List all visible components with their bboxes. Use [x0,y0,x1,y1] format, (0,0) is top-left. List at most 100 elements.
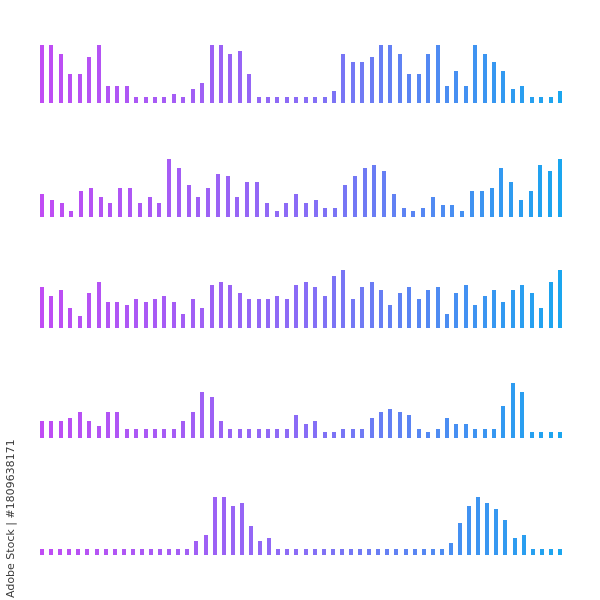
bar [275,296,280,328]
bar [397,53,402,103]
bar [539,432,544,438]
bar [218,420,223,438]
bar [276,549,281,555]
bar [303,281,308,328]
bar [256,429,261,438]
bar [87,293,92,328]
bar [388,304,393,328]
bar [115,85,120,103]
bar [49,45,54,103]
bar [388,45,393,103]
bar [209,397,214,438]
bar [412,549,417,555]
bar [190,88,195,103]
bar [40,420,44,438]
bar [463,85,468,103]
bar [341,429,346,438]
bar [225,176,230,217]
bar [218,281,223,328]
bar [558,270,562,328]
bar [430,549,435,555]
bar [149,549,154,555]
bar [190,299,195,328]
bar [68,307,73,328]
bar [470,190,475,217]
bar [510,88,515,103]
bar [379,411,384,438]
bar [256,299,261,328]
bar [548,549,553,555]
bar [124,85,129,103]
bar [87,56,92,103]
bar [153,299,158,328]
bar [548,170,553,217]
bar [369,417,374,438]
bar [264,202,269,217]
bar [115,301,120,328]
bar [331,432,336,438]
bar [444,417,449,438]
bar [558,432,562,438]
bar [171,301,176,328]
bar [194,540,199,555]
bar [558,549,562,555]
bar [489,188,494,217]
bar [407,287,412,328]
bar [367,549,372,555]
bar [558,159,562,217]
bar [203,534,208,555]
bar [275,429,280,438]
bar [369,281,374,328]
bar [209,284,214,328]
bar [212,497,217,555]
bar [512,537,517,555]
bar [303,423,308,438]
stock-credit-text: Adobe Stock | #1809638171 [4,439,17,598]
bar [521,534,526,555]
bar [492,62,497,103]
bar [285,549,290,555]
bar [88,188,93,217]
bar [121,549,126,555]
bar [339,549,344,555]
bar [200,82,205,103]
bar [473,45,478,103]
bar [134,429,139,438]
bar [68,74,73,103]
bar [134,97,139,103]
bar [266,97,271,103]
bar [482,296,487,328]
bar [171,429,176,438]
bar [494,508,499,555]
bar [105,301,110,328]
bar [548,97,553,103]
bar [96,426,101,438]
bar [407,74,412,103]
bar [538,164,543,217]
bar [185,549,190,555]
bar [127,188,132,217]
bar [58,290,63,328]
bar [322,97,327,103]
bar [473,304,478,328]
bar [143,301,148,328]
bar [108,202,113,217]
bar [312,549,317,555]
bar [266,299,271,328]
bar [137,202,142,217]
bar [450,205,455,217]
bar [313,287,318,328]
bar [96,45,101,103]
bar [539,549,544,555]
bar [448,543,453,555]
bar [360,62,365,103]
bar [294,193,299,217]
bar [267,537,272,555]
bar [416,429,421,438]
bar [237,429,242,438]
bar [421,208,426,217]
bar [503,520,508,555]
bar [440,205,445,217]
bar [323,208,328,217]
bar [258,540,263,555]
